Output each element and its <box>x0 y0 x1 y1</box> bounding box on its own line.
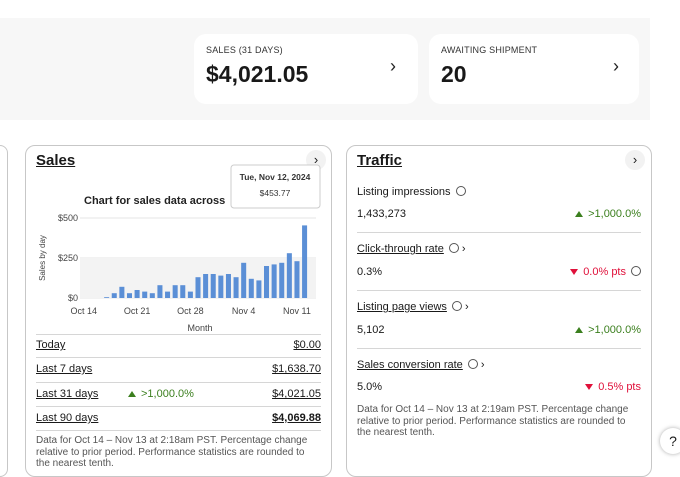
change-text: >1,000.0% <box>141 388 194 400</box>
bar <box>111 293 117 298</box>
sales-chart: Chart for sales data across Sales by day M… <box>38 164 321 333</box>
bar <box>104 297 110 298</box>
divider <box>36 357 321 358</box>
bar <box>210 274 216 298</box>
card-label: SALES (31 DAYS) <box>206 45 283 55</box>
metric-label-text: Listing impressions <box>357 186 451 198</box>
metric-change: >1,000.0% <box>575 324 641 336</box>
metric-value: 5.0% <box>357 381 383 393</box>
bar <box>241 262 247 298</box>
metric-label[interactable]: Sales conversion rate › <box>357 359 485 371</box>
metric-value: 0.3% <box>357 266 383 278</box>
bar <box>302 225 308 298</box>
change-text: 0.0% pts <box>583 266 626 278</box>
panel-title[interactable]: Traffic <box>357 152 403 169</box>
chart-title: Chart for sales data across <box>84 195 225 207</box>
row-value: $0.00 <box>293 339 321 351</box>
bar <box>294 261 300 298</box>
card-value: 20 <box>441 61 467 87</box>
divider <box>36 334 321 335</box>
metric-label-text: Click-through rate <box>357 243 444 255</box>
metric-label-text: Listing page views <box>357 301 447 313</box>
row-label[interactable]: Last 90 days <box>36 412 99 424</box>
metric-value: 1,433,273 <box>357 208 406 220</box>
metric-label-text: Sales conversion rate <box>357 359 463 371</box>
summary-card[interactable]: SALES (31 DAYS) $4,021.05 › <box>194 34 418 104</box>
chevron-button[interactable]: › <box>625 150 645 170</box>
change-text: 0.5% pts <box>598 381 641 393</box>
row-value: $4,069.88 <box>272 412 321 424</box>
bar <box>256 280 262 298</box>
metric-change: 0.5% pts <box>585 381 641 393</box>
bar <box>149 293 155 298</box>
row-change: >1,000.0% <box>128 388 194 400</box>
bar <box>172 285 178 298</box>
change-text: >1,000.0% <box>588 208 641 220</box>
metric-value: 5,102 <box>357 324 385 336</box>
bar <box>218 275 224 298</box>
bar <box>264 266 270 298</box>
bar <box>165 291 171 298</box>
y-axis-label: Sales by day <box>38 235 47 281</box>
bar <box>233 277 239 298</box>
summary-card[interactable]: AWAITING SHIPMENT 20 › <box>429 34 639 104</box>
metric-change: 0.0% pts <box>570 266 641 278</box>
y-tick-label: $0 <box>68 293 78 303</box>
y-tick-label: $250 <box>58 253 78 263</box>
bar <box>126 293 132 298</box>
divider <box>36 430 321 431</box>
row-label[interactable]: Today <box>36 339 66 351</box>
metric-label[interactable]: Click-through rate › <box>357 243 466 255</box>
bar <box>225 274 231 298</box>
traffic-panel: Traffic › Listing impressions 1,433,273 … <box>346 145 652 477</box>
bar <box>187 291 193 298</box>
bar <box>195 277 201 298</box>
bar <box>119 286 125 298</box>
x-axis-label: Month <box>187 323 212 333</box>
row-label[interactable]: Last 7 days <box>36 363 93 375</box>
metric-label[interactable]: Listing page views › <box>357 301 469 313</box>
chevron: › <box>613 56 619 76</box>
card-label: AWAITING SHIPMENT <box>441 45 538 55</box>
y-tick-label: $500 <box>58 213 78 223</box>
divider <box>357 348 641 349</box>
divider <box>36 382 321 383</box>
divider <box>357 232 641 233</box>
card-value: $4,021.05 <box>206 61 309 87</box>
bar <box>286 253 292 298</box>
bar <box>203 274 209 298</box>
tooltip-title: Tue, Nov 12, 2024 <box>240 172 311 182</box>
x-tick-label: Oct 28 <box>177 306 204 316</box>
bar <box>271 264 277 298</box>
x-tick-label: Oct 14 <box>71 306 98 316</box>
row-value: $4,021.05 <box>272 388 321 400</box>
x-tick-label: Nov 4 <box>232 306 256 316</box>
bar <box>279 262 285 298</box>
row-value: $1,638.70 <box>272 363 321 375</box>
bar <box>142 291 148 298</box>
change-text: >1,000.0% <box>588 324 641 336</box>
row-label[interactable]: Last 31 days <box>36 388 99 400</box>
tooltip <box>230 164 321 209</box>
bar <box>248 278 254 298</box>
tooltip-value: $453.77 <box>260 188 291 198</box>
help-button[interactable]: ? <box>660 428 680 454</box>
bar <box>134 290 140 298</box>
panel-title[interactable]: Sales <box>36 152 76 169</box>
x-tick-label: Nov 11 <box>283 306 311 316</box>
chevron: › <box>390 56 396 76</box>
bar <box>180 285 186 298</box>
bar <box>157 285 163 298</box>
page: {"summary_cards": [{"label": "SALES (31 … <box>0 34 680 477</box>
metric-change: >1,000.0% <box>575 208 641 220</box>
x-tick-label: Oct 21 <box>124 306 151 316</box>
divider <box>357 290 641 291</box>
metric-label: Listing impressions <box>357 186 466 198</box>
note: Data for Oct 14 – Nov 13 at 2:19am PST. … <box>357 404 629 438</box>
divider <box>36 406 321 407</box>
